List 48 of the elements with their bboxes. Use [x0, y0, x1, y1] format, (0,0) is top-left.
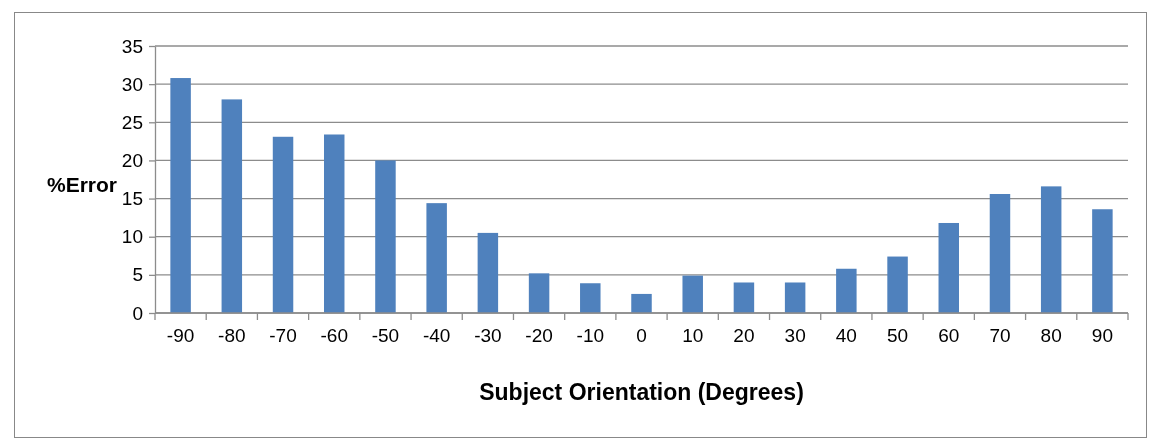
bar: [682, 275, 703, 313]
x-tick-label: 90: [1091, 325, 1113, 347]
y-tick-label: 30: [121, 73, 143, 95]
x-tick-label: -20: [525, 325, 553, 347]
x-tick-label: 40: [835, 325, 857, 347]
bar: [272, 136, 294, 313]
bar: [477, 232, 499, 313]
y-tick-label: 5: [132, 264, 143, 286]
x-axis-title: Subject Orientation (Degrees): [479, 379, 804, 405]
x-tick-label: 70: [989, 325, 1011, 347]
x-tick-label: -90: [166, 325, 195, 347]
bar: [324, 134, 345, 313]
x-tick-label: -10: [576, 325, 605, 347]
y-tick-label: 20: [121, 150, 143, 172]
x-tick-label: -50: [371, 325, 400, 347]
y-axis-title: %Error: [46, 173, 118, 196]
bar: [375, 160, 396, 313]
x-tick-label: 20: [733, 325, 755, 347]
bar: [1040, 186, 1062, 313]
x-tick-label: -60: [320, 325, 348, 347]
bar: [938, 222, 960, 313]
bar: [631, 293, 652, 313]
bar: [784, 282, 806, 313]
y-tick-label: 10: [121, 226, 143, 248]
bar: [1092, 209, 1113, 313]
x-tick-label: -30: [474, 325, 502, 347]
bar: [426, 203, 447, 313]
bar: [221, 99, 243, 313]
x-tick-label: 10: [682, 325, 704, 347]
bar: [733, 282, 755, 313]
x-tick-label: 30: [784, 325, 806, 347]
bar: [989, 193, 1011, 313]
x-tick-label: 80: [1040, 325, 1062, 347]
y-tick-label: 25: [121, 111, 143, 133]
y-tick-label: 15: [121, 188, 143, 210]
bar: [528, 273, 550, 313]
x-tick-label: 0: [636, 325, 647, 347]
bar: [887, 256, 908, 313]
y-tick-label: 0: [132, 302, 143, 324]
x-tick-label: 50: [886, 325, 909, 347]
bar: [836, 268, 857, 313]
bar: [170, 78, 191, 313]
x-tick-label: -80: [218, 325, 246, 347]
x-tick-label: 60: [938, 325, 960, 347]
x-tick-label: -70: [269, 325, 297, 347]
bar: [580, 283, 601, 313]
y-tick-label: 35: [121, 35, 143, 57]
x-tick-label: -40: [422, 325, 451, 347]
